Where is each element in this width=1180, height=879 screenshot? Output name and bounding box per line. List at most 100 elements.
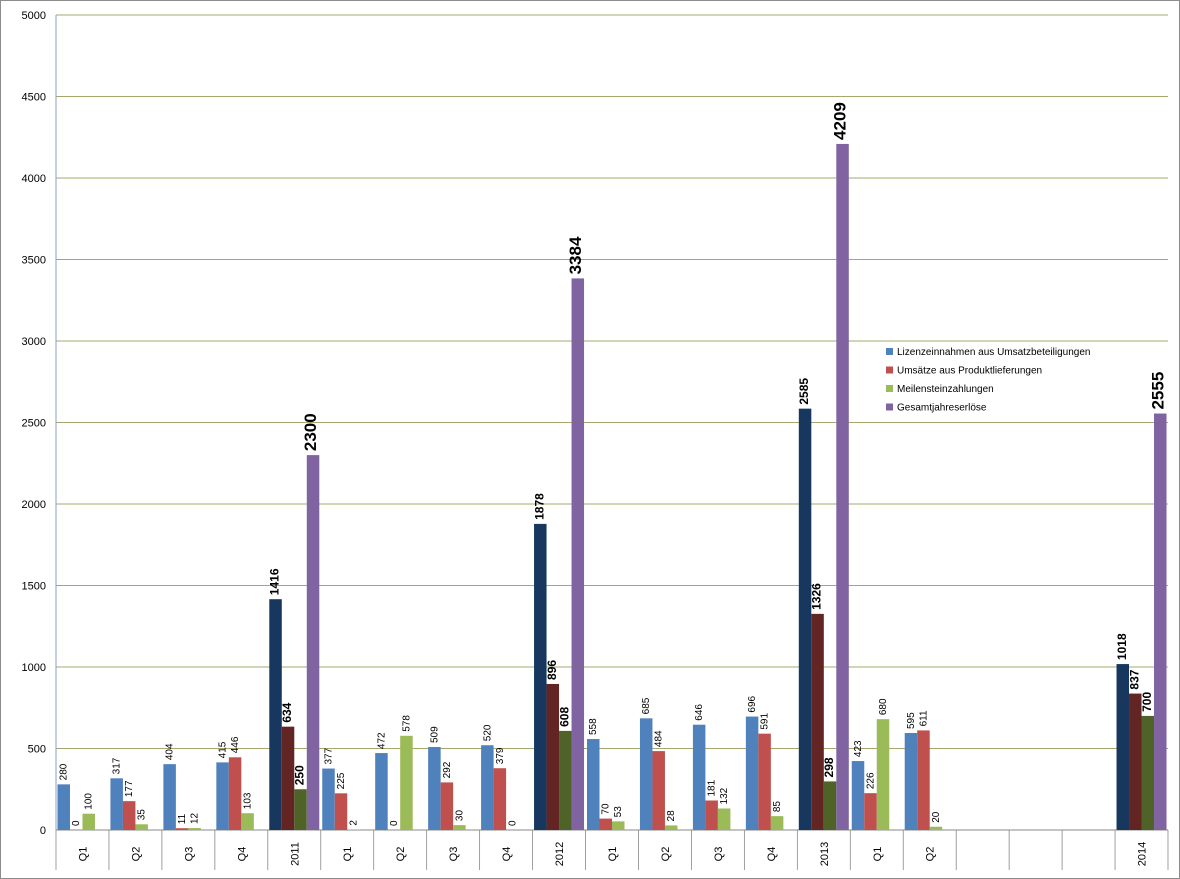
bar (599, 818, 612, 830)
bar (664, 825, 678, 830)
data-label: 520 (482, 724, 493, 741)
bar (836, 143, 849, 831)
bar (864, 793, 877, 830)
legend-swatch (886, 403, 893, 411)
bar (546, 683, 560, 830)
bar (571, 278, 585, 831)
y-tick-label: 1000 (22, 662, 46, 674)
data-label: 181 (707, 779, 718, 796)
data-label: 696 (747, 695, 758, 712)
x-category-label: Q2 (660, 847, 672, 862)
data-label: 509 (429, 726, 440, 743)
bar (481, 745, 494, 830)
bar (135, 824, 148, 830)
bar (587, 739, 600, 830)
y-tick-label: 4000 (22, 173, 46, 185)
data-label: 298 (822, 757, 836, 777)
x-category-label: Q3 (713, 847, 725, 862)
data-label: 1878 (532, 493, 546, 520)
data-label: 11 (177, 813, 188, 824)
bar (82, 813, 95, 830)
x-category-label: Q1 (77, 847, 89, 862)
data-label: 404 (165, 743, 176, 760)
y-tick-label: 4500 (22, 92, 46, 104)
x-category-label: Q1 (342, 847, 354, 862)
data-label: 591 (760, 713, 771, 730)
bar (823, 781, 837, 830)
data-label: 377 (323, 747, 334, 764)
legend-entry: Gesamtjahreserlöse (897, 403, 987, 414)
data-label: 20 (931, 811, 942, 823)
bar (269, 599, 282, 830)
data-label: 680 (878, 698, 889, 715)
data-label: 611 (918, 710, 929, 726)
data-label: 53 (613, 806, 624, 818)
bar (57, 784, 70, 830)
data-label: 30 (454, 810, 465, 822)
data-label: 2555 (1148, 372, 1167, 410)
data-label: 423 (853, 740, 864, 757)
bar (811, 613, 824, 830)
x-category-label: 2011 (289, 842, 301, 866)
bar (758, 733, 771, 830)
y-tick-label: 5000 (22, 10, 46, 22)
y-tick-label: 1500 (22, 581, 46, 593)
bar (241, 813, 254, 830)
bar (904, 733, 918, 830)
data-label: 250 (293, 765, 307, 785)
legend-swatch (886, 366, 893, 374)
bar (188, 828, 201, 830)
data-label: 85 (772, 801, 783, 813)
bar (306, 455, 320, 830)
data-label: 0 (71, 820, 82, 826)
data-label: 608 (557, 707, 571, 727)
data-label: 70 (601, 803, 612, 815)
bar (400, 735, 413, 830)
bar (110, 778, 123, 830)
data-label: 484 (654, 730, 665, 747)
x-category-label: Q2 (395, 847, 407, 862)
y-tick-label: 500 (28, 744, 46, 756)
bar (705, 800, 718, 830)
data-label: 226 (866, 772, 877, 789)
bar (876, 719, 890, 830)
bar (652, 751, 665, 830)
x-category-label: 2012 (554, 842, 566, 866)
x-category-label: Q1 (607, 847, 619, 862)
legend-entry: Meilensteinzahlungen (897, 384, 994, 395)
bar (428, 747, 441, 830)
x-category-label: Q1 (872, 847, 884, 862)
data-label: 837 (1127, 669, 1141, 689)
bar (228, 757, 242, 830)
x-category-label: 2013 (819, 842, 831, 866)
data-label: 2 (348, 820, 359, 826)
data-label: 177 (124, 780, 135, 797)
data-label: 578 (401, 715, 412, 732)
bar (294, 789, 307, 830)
bar (281, 726, 295, 830)
bar (1141, 715, 1155, 830)
data-label: 634 (280, 702, 294, 722)
bar (917, 730, 930, 830)
bar (559, 730, 572, 830)
bar (175, 828, 189, 830)
data-label: 317 (112, 757, 123, 774)
data-label: 896 (545, 660, 559, 680)
data-label: 558 (588, 718, 599, 735)
data-label: 1416 (268, 568, 282, 595)
data-label: 225 (336, 772, 347, 789)
data-label: 292 (442, 761, 453, 778)
y-tick-label: 0 (40, 825, 46, 837)
data-label: 379 (495, 747, 506, 764)
bar (322, 768, 335, 830)
x-category-label: Q3 (448, 847, 460, 862)
x-category-label: Q2 (130, 847, 142, 862)
data-label: 646 (694, 704, 705, 721)
data-label: 700 (1140, 692, 1154, 712)
bar (1129, 693, 1142, 830)
data-label: 35 (137, 809, 148, 821)
bar (453, 825, 466, 830)
y-tick-label: 3500 (22, 255, 46, 267)
